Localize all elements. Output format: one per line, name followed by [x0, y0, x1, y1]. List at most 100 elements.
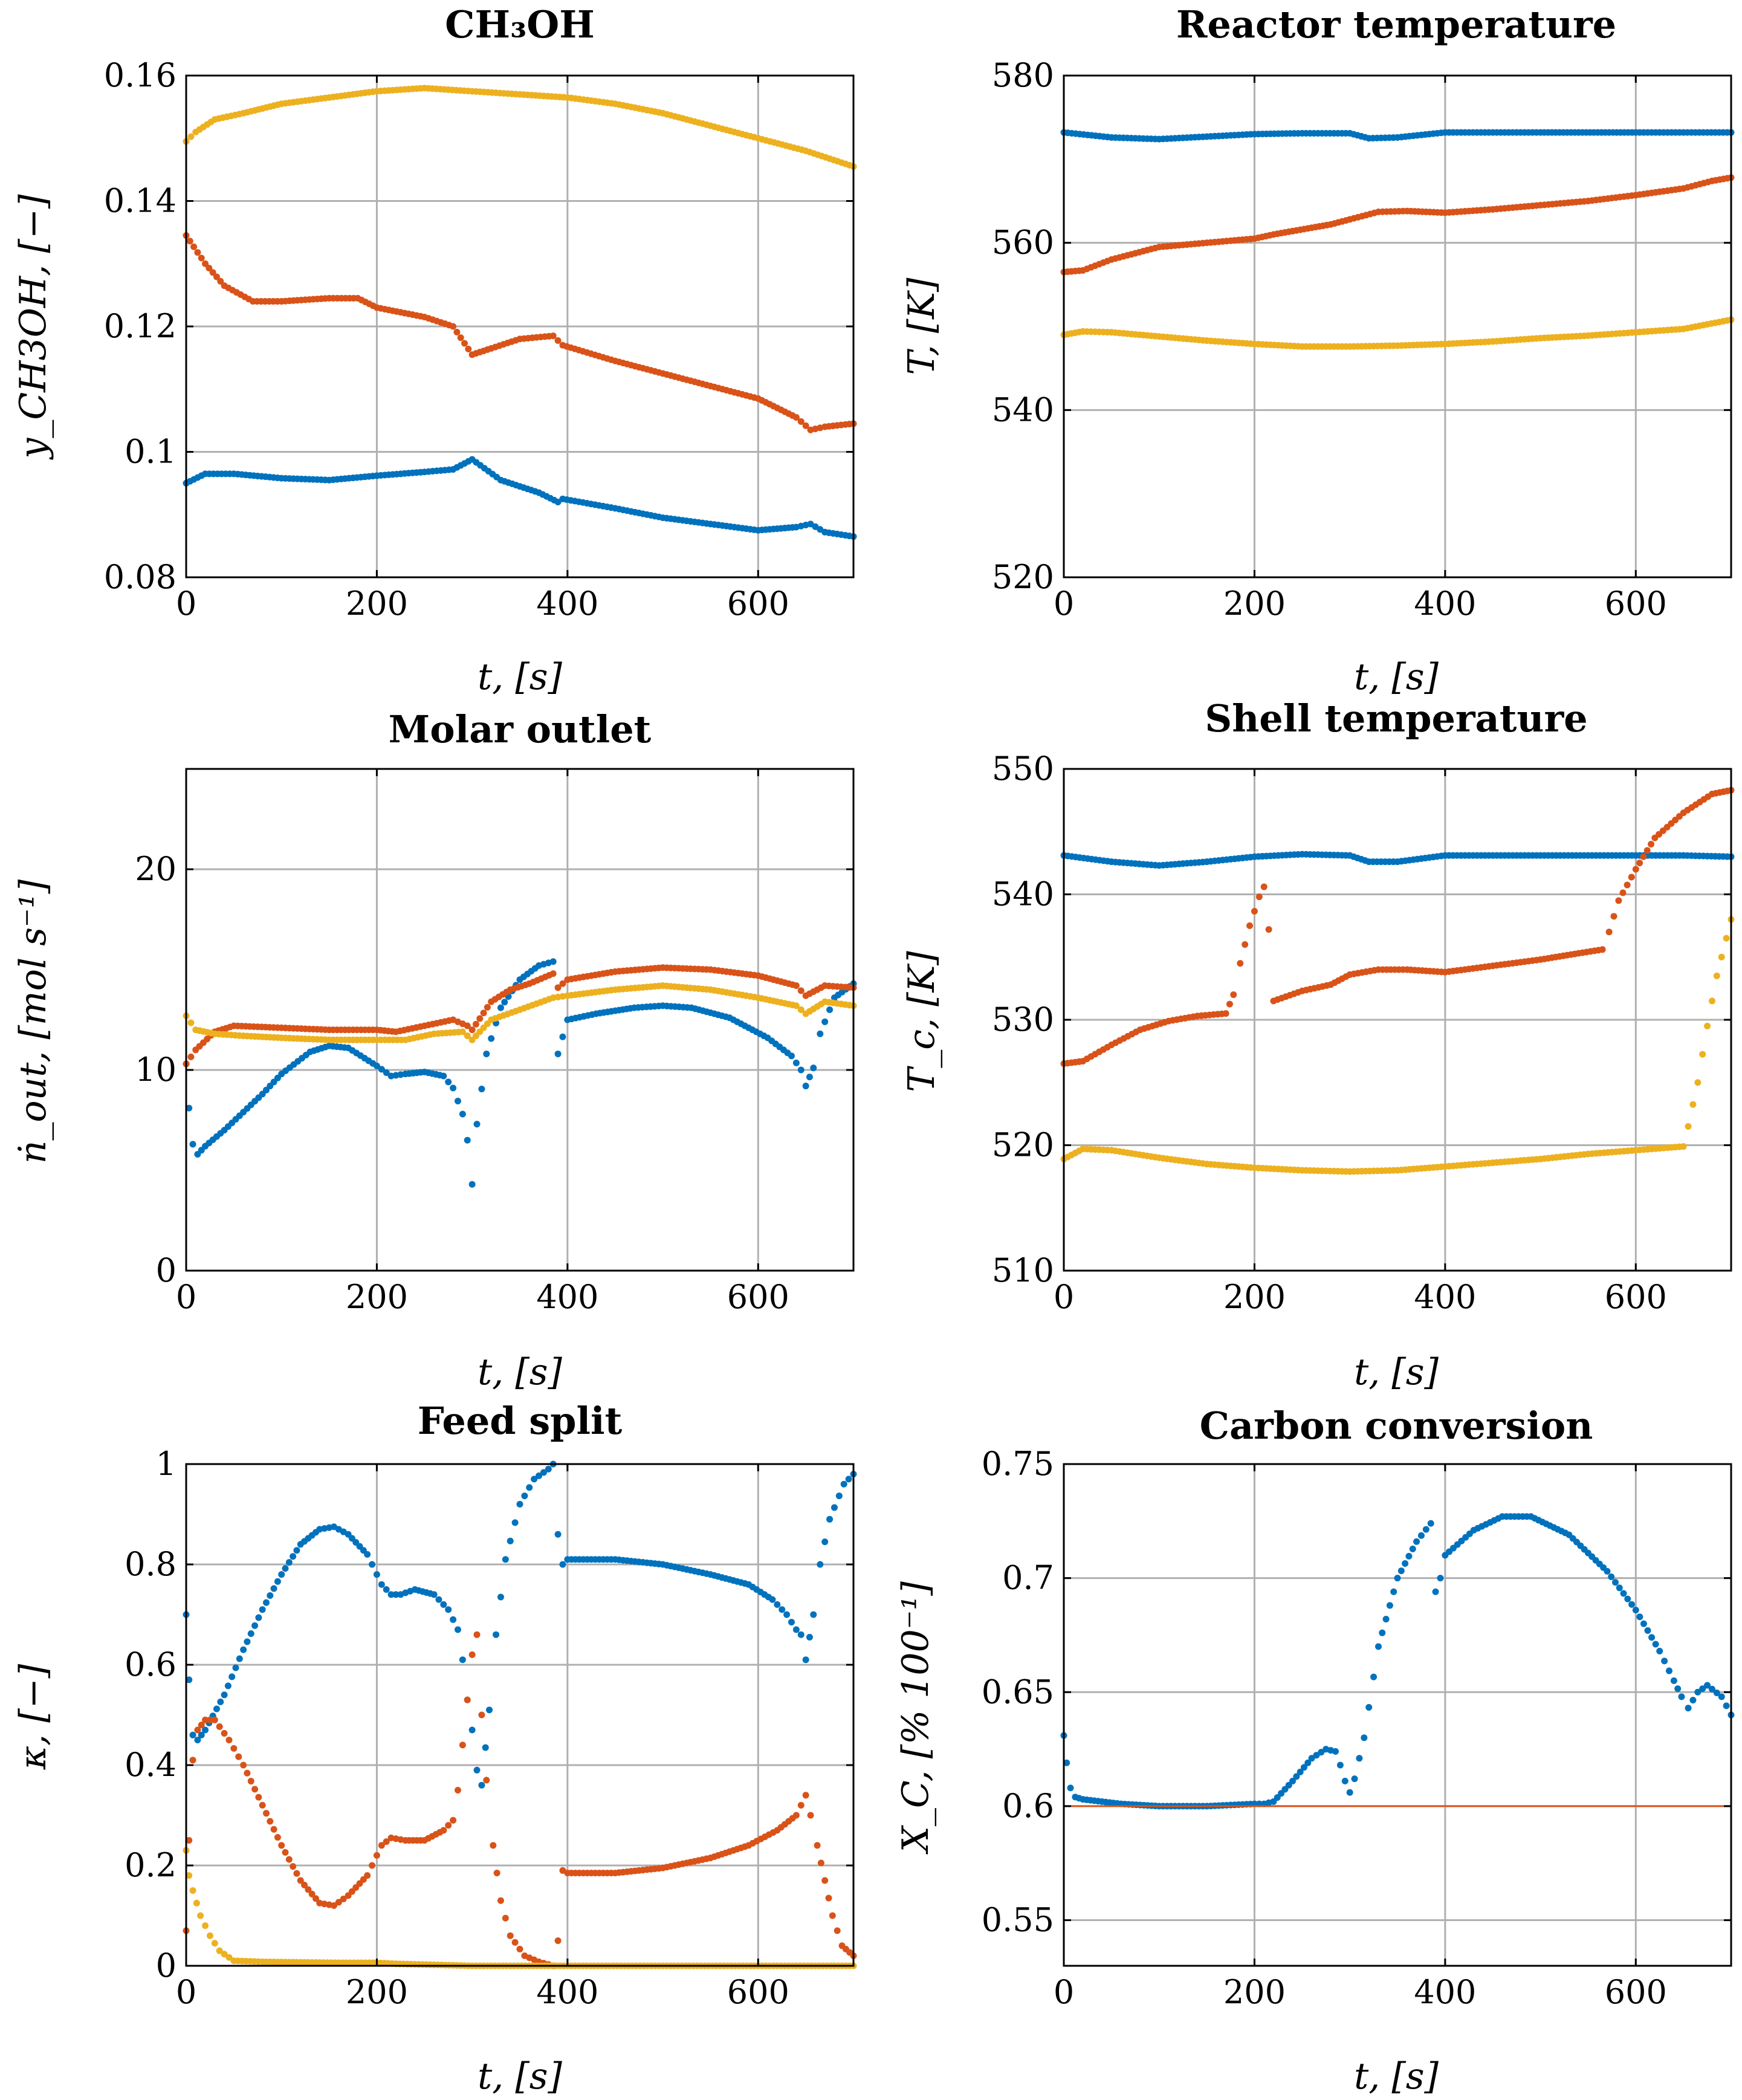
data-point: [364, 1872, 371, 1879]
data-point: [1246, 922, 1254, 929]
data-point: [1624, 1595, 1631, 1603]
data-point: [810, 1065, 817, 1072]
data-point: [383, 1069, 390, 1076]
data-point: [545, 1465, 552, 1473]
data-point: [554, 337, 562, 344]
data-point: [792, 413, 800, 421]
data-point: [340, 1895, 347, 1902]
data-point: [440, 1072, 447, 1080]
data-point: [482, 1744, 489, 1751]
data-point: [430, 1591, 438, 1598]
y-tick-label: 540: [992, 391, 1054, 429]
data-point: [1620, 1590, 1627, 1597]
data-point: [202, 1716, 209, 1723]
data-point: [792, 1002, 800, 1009]
data-point: [464, 1022, 471, 1029]
data-point: [202, 1922, 209, 1930]
data-point: [1694, 1688, 1702, 1696]
data-point: [549, 970, 557, 977]
data-point: [267, 1818, 274, 1825]
data-point: [259, 1801, 266, 1809]
data-point: [1318, 1749, 1325, 1756]
data-point: [792, 982, 800, 990]
panel-feed-split-title: Feed split: [418, 1399, 623, 1443]
data-point: [189, 1141, 196, 1148]
data-point: [806, 1633, 813, 1641]
data-point: [193, 1899, 200, 1907]
data-point: [536, 1472, 543, 1479]
plot-frame: [185, 1463, 855, 1967]
y-tick-label: 0.4: [125, 1746, 176, 1784]
y-tick-label: 0.6: [1002, 1787, 1054, 1825]
data-point: [834, 1927, 841, 1934]
data-point: [290, 1553, 297, 1560]
panel-shell-temperature-title: Shell temperature: [1205, 696, 1587, 741]
series-orange: [183, 1631, 857, 1969]
data-point: [502, 1914, 509, 1922]
data-point: [450, 1816, 457, 1824]
data-point: [802, 422, 809, 429]
data-point: [1616, 1584, 1623, 1592]
data-point: [1382, 1616, 1390, 1623]
panel-feed-split: Feed split t, [s] κ, [−] 0 200 400 60000.20…: [12, 1399, 857, 2098]
data-point: [285, 1856, 293, 1863]
data-point: [802, 1792, 809, 1799]
data-point: [255, 1794, 262, 1801]
data-point: [440, 1601, 447, 1608]
data-point: [251, 1622, 259, 1629]
data-point: [554, 1937, 562, 1944]
plot-frame: [1063, 74, 1732, 578]
data-point: [1599, 946, 1606, 953]
data-point: [1390, 1588, 1397, 1595]
data-point: [1265, 926, 1272, 933]
series-yellow: [183, 982, 857, 1043]
data-point: [282, 1849, 289, 1856]
data-point: [235, 1753, 242, 1760]
series-blue: [183, 958, 857, 1188]
data-point: [450, 323, 457, 330]
data-point: [769, 1596, 776, 1603]
data-point: [1365, 1703, 1373, 1711]
x-tick-label: 400: [1414, 1973, 1476, 2011]
y-tick-label: 0.14: [104, 182, 176, 220]
data-point: [453, 328, 461, 335]
data-point: [454, 1097, 461, 1104]
data-point: [1648, 841, 1655, 847]
data-point: [186, 1872, 193, 1879]
data-point: [1704, 1682, 1711, 1689]
data-point: [511, 1519, 519, 1526]
data-point: [797, 418, 805, 425]
data-point: [297, 1877, 304, 1884]
series-blue: [1060, 1513, 1735, 1810]
data-point: [493, 1869, 500, 1876]
data-point: [788, 1052, 795, 1060]
data-point: [774, 1601, 781, 1608]
y-tick-label: 0.75: [982, 1445, 1054, 1483]
data-point: [1417, 1532, 1425, 1539]
data-point: [445, 1078, 452, 1086]
data-point: [1226, 1000, 1233, 1008]
x-tick-label: 200: [1223, 1278, 1286, 1316]
data-point: [1255, 893, 1263, 901]
data-point: [1628, 1601, 1636, 1608]
data-point: [516, 1945, 523, 1953]
data-point: [1351, 1775, 1358, 1783]
panel-carbon-conversion-title: Carbon conversion: [1200, 1404, 1593, 1448]
data-point: [1409, 1545, 1416, 1552]
data-point: [221, 1691, 228, 1699]
data-point: [225, 1737, 233, 1743]
y-tick-label: 0.08: [104, 558, 176, 596]
data-point: [202, 260, 209, 267]
data-point: [262, 1599, 270, 1606]
data-point: [1689, 1101, 1697, 1108]
data-point: [1689, 1696, 1697, 1703]
x-tick-label: 400: [1414, 585, 1476, 623]
x-tick-label: 400: [536, 1973, 598, 2011]
data-point: [826, 1515, 834, 1523]
data-point: [216, 1947, 223, 1954]
data-point: [435, 1596, 442, 1603]
data-point: [211, 1716, 218, 1723]
data-point: [364, 1551, 371, 1558]
panel-molar-outlet-xlabel: t, [s]: [478, 1351, 562, 1393]
data-point: [206, 265, 213, 272]
